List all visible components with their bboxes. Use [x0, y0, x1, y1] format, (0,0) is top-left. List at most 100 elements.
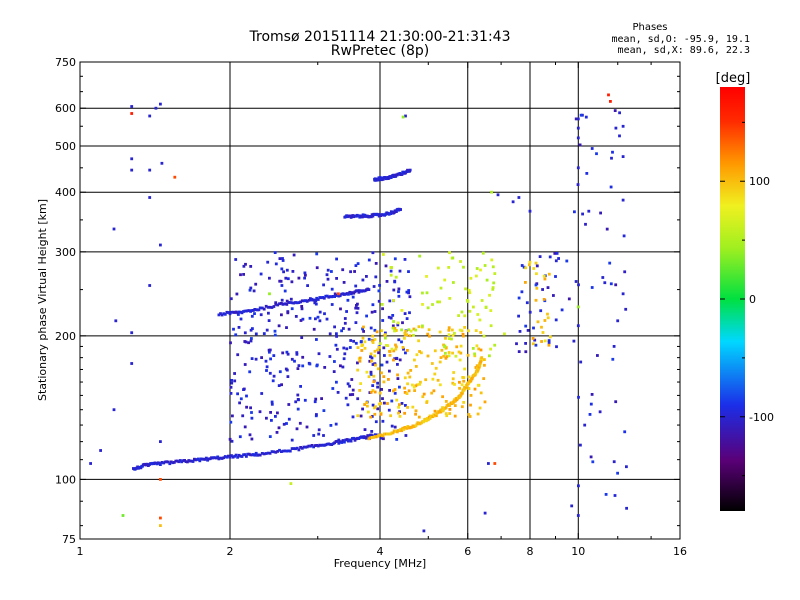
data-point [576, 514, 580, 517]
data-point [614, 126, 618, 130]
data-point [441, 395, 444, 399]
data-point [244, 262, 247, 266]
data-point [453, 404, 457, 407]
data-point [318, 319, 322, 323]
data-point [433, 409, 437, 413]
data-point [331, 387, 335, 390]
data-point [358, 359, 362, 363]
data-point [365, 370, 369, 374]
data-point [351, 388, 355, 392]
data-point [388, 353, 392, 357]
data-point [612, 460, 616, 464]
data-point [520, 290, 524, 294]
data-point [448, 412, 452, 415]
trace-point [225, 310, 229, 314]
data-point [503, 332, 506, 336]
data-point [393, 279, 397, 283]
data-point [277, 324, 281, 328]
data-point [333, 325, 336, 329]
data-point [239, 273, 242, 277]
data-point [341, 268, 345, 272]
data-point [418, 350, 421, 353]
data-point [335, 335, 338, 338]
data-point [366, 410, 370, 414]
trace-point [312, 445, 315, 449]
data-point [345, 310, 348, 313]
data-point [406, 371, 410, 375]
data-point [377, 351, 380, 355]
data-point [148, 114, 152, 118]
data-point [335, 332, 338, 336]
trace-point [348, 290, 352, 294]
plot-grid [80, 62, 680, 539]
data-point [403, 391, 407, 394]
data-point [574, 280, 578, 283]
trace-point [302, 445, 306, 449]
data-point [154, 106, 158, 110]
data-point [489, 347, 492, 351]
data-point [350, 378, 354, 381]
data-point [444, 356, 448, 360]
trace-point [295, 446, 299, 450]
data-point [468, 415, 472, 418]
data-point [441, 406, 444, 409]
data-point [233, 379, 237, 383]
data-point [489, 309, 493, 312]
data-point [294, 400, 298, 404]
data-point [373, 390, 377, 394]
y-tick-label: 500 [55, 140, 76, 153]
colorbar-tick-label: 100 [749, 175, 770, 188]
trace-point [353, 438, 357, 442]
trace-point [321, 443, 325, 447]
data-point [596, 354, 599, 357]
data-point [430, 391, 434, 395]
data-point [621, 155, 625, 158]
data-point [328, 355, 332, 358]
data-point [414, 412, 417, 416]
data-point [247, 341, 250, 345]
data-point [404, 351, 407, 355]
data-point [389, 273, 393, 277]
data-point [249, 265, 253, 268]
data-point [237, 326, 241, 329]
trace-point [288, 449, 292, 453]
data-point [408, 334, 412, 338]
data-point [295, 351, 299, 354]
data-point [381, 397, 384, 400]
data-point [403, 312, 407, 315]
data-point [312, 434, 316, 437]
data-point [229, 420, 233, 424]
data-point [433, 372, 437, 376]
chart-subtitle: RwPretec (8p) [331, 43, 429, 59]
trace-point [197, 457, 200, 461]
data-point [434, 366, 438, 370]
data-point [330, 287, 334, 291]
data-point [376, 348, 380, 352]
trace-point [292, 301, 296, 305]
data-point [392, 389, 395, 393]
data-point [394, 343, 397, 347]
data-point [396, 377, 400, 380]
data-point [356, 302, 359, 306]
trace-point [327, 295, 331, 299]
data-point [601, 276, 605, 279]
trace-point [305, 300, 309, 303]
data-point [432, 389, 436, 393]
data-point [385, 344, 388, 347]
trace-point [283, 302, 287, 306]
data-point [413, 358, 416, 362]
data-point [299, 319, 303, 322]
data-point [447, 333, 451, 337]
data-point [374, 363, 377, 367]
data-point [314, 302, 318, 306]
data-point [607, 93, 610, 97]
data-point [359, 414, 363, 418]
data-point [621, 124, 625, 128]
data-point [467, 288, 471, 292]
data-point [397, 405, 400, 409]
trace-point [225, 455, 229, 459]
data-point [235, 292, 239, 296]
y-tick-label: 75 [62, 533, 76, 546]
data-point [476, 383, 480, 387]
data-point [286, 352, 290, 356]
